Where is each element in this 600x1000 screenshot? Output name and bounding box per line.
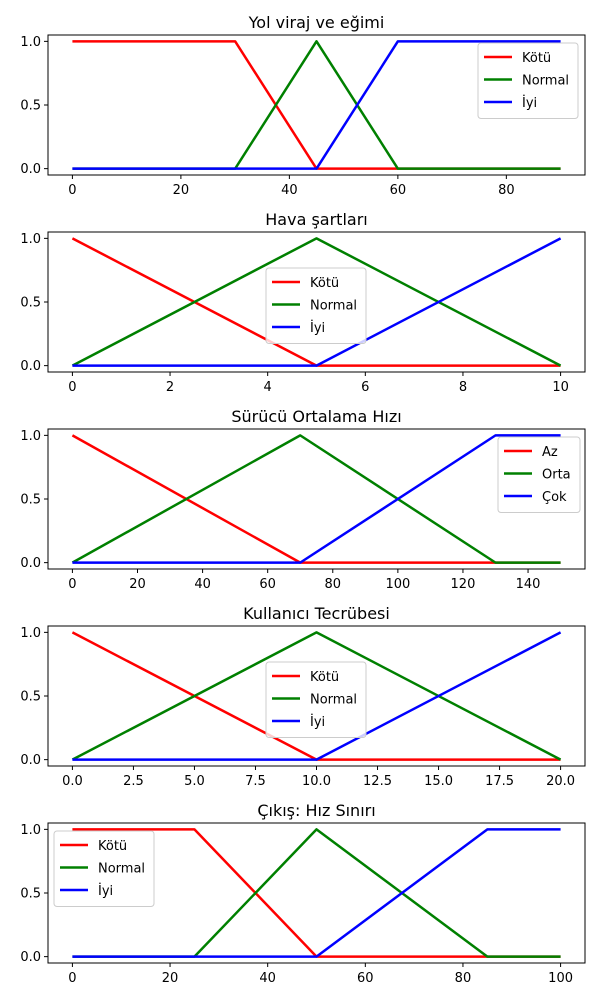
series-line-3 <box>72 40 561 170</box>
x-tick-label: 5.0 <box>184 774 205 789</box>
legend-label: Normal <box>522 74 569 89</box>
x-tick-label: 20.0 <box>546 774 575 789</box>
x-tick-label: 2.5 <box>123 774 144 789</box>
legend: Kötü Normal İyi <box>477 42 579 119</box>
y-tick-label: 1.0 <box>20 429 41 444</box>
legend: Kötü Normal İyi <box>265 661 367 738</box>
legend: Kötü Normal İyi <box>265 267 367 344</box>
legend-label: Normal <box>310 299 357 314</box>
legend-box <box>53 830 155 907</box>
y-tick-label: 0.5 <box>20 887 41 902</box>
chart-title: Çıkış: Hız Sınırı <box>257 801 375 820</box>
x-tick-label: 20 <box>129 577 146 592</box>
x-tick-label: 140 <box>516 577 541 592</box>
chart-title: Kullanıcı Tecrübesi <box>243 604 390 623</box>
y-tick-label: 0.5 <box>20 493 41 508</box>
x-tick-label: 17.5 <box>485 774 514 789</box>
legend-label: Kötü <box>98 839 127 854</box>
legend-label: Kötü <box>310 670 339 685</box>
x-tick-label: 80 <box>498 183 515 198</box>
legend-label: İyi <box>522 95 537 111</box>
chart-title: Sürücü Ortalama Hızı <box>231 407 401 426</box>
legend: Az Orta Çok <box>497 436 581 513</box>
x-tick-label: 6 <box>361 380 369 395</box>
y-tick-label: 1.0 <box>20 232 41 247</box>
x-tick-label: 0.0 <box>62 774 83 789</box>
x-tick-label: 0 <box>68 380 76 395</box>
chart-panel-4: Kullanıcı Tecrübesi 0.0 2.5 5.0 7.5 10.0 12.5 1… <box>20 604 586 789</box>
x-tick-label: 60 <box>357 971 374 986</box>
series-line-3 <box>72 237 562 367</box>
x-tick-label: 40 <box>281 183 298 198</box>
legend-label: Az <box>542 445 558 460</box>
x-tick-label: 2 <box>166 380 174 395</box>
legend-label: Kötü <box>522 51 551 66</box>
legend-box <box>497 436 581 513</box>
legend-label: İyi <box>98 883 113 899</box>
series-line-3 <box>72 828 561 958</box>
series-line-3 <box>72 434 561 564</box>
y-tick-label: 0.5 <box>20 99 41 114</box>
y-tick-label: 0.0 <box>20 359 41 374</box>
x-tick-label: 20 <box>173 183 190 198</box>
x-tick-label: 0 <box>68 183 76 198</box>
legend: Kötü Normal İyi <box>53 830 155 907</box>
x-tick-label: 8 <box>459 380 467 395</box>
x-tick-label: 100 <box>385 577 410 592</box>
x-tick-label: 10 <box>552 380 569 395</box>
x-tick-label: 0 <box>68 577 76 592</box>
legend-label: İyi <box>310 714 325 730</box>
y-tick-label: 0.5 <box>20 690 41 705</box>
y-tick-label: 0.0 <box>20 753 41 768</box>
x-tick-label: 10.0 <box>302 774 331 789</box>
x-tick-label: 4 <box>264 380 272 395</box>
x-tick-label: 0 <box>68 971 76 986</box>
chart-title: Hava şartları <box>265 210 367 229</box>
chart-title: Yol viraj ve eğimi <box>248 13 385 32</box>
legend-box <box>265 267 367 344</box>
legend-label: Normal <box>98 862 145 877</box>
legend-label: Kötü <box>310 276 339 291</box>
legend-label: Normal <box>310 693 357 708</box>
legend-box <box>265 661 367 738</box>
legend-box <box>477 42 579 119</box>
series-line-2 <box>71 631 562 761</box>
y-tick-label: 0.5 <box>20 296 41 311</box>
x-tick-label: 80 <box>324 577 341 592</box>
y-tick-label: 1.0 <box>20 823 41 838</box>
legend-label: İyi <box>310 320 325 336</box>
series-line-3 <box>72 631 562 761</box>
x-tick-label: 60 <box>390 183 407 198</box>
series-line-1 <box>71 434 561 564</box>
x-tick-label: 40 <box>194 577 211 592</box>
series-line-2 <box>71 237 562 367</box>
chart-panel-2: Hava şartları 0 2 4 6 8 10 0.0 0.5 1.0 Kötü Normal İ… <box>20 210 586 395</box>
y-tick-label: 0.0 <box>20 162 41 177</box>
chart-panel-1: Yol viraj ve eğimi 0 20 40 60 80 0.0 0.5 1.0 Kötü… <box>20 13 586 198</box>
y-tick-label: 1.0 <box>20 626 41 641</box>
x-tick-label: 15.0 <box>424 774 453 789</box>
y-tick-label: 0.0 <box>20 950 41 965</box>
chart-panel-3: Sürücü Ortalama Hızı 0 20 40 60 80 100 120 140 0.… <box>20 407 586 592</box>
x-tick-label: 120 <box>451 577 476 592</box>
y-tick-label: 1.0 <box>20 35 41 50</box>
x-tick-label: 80 <box>455 971 472 986</box>
x-tick-label: 40 <box>259 971 276 986</box>
y-tick-label: 0.0 <box>20 556 41 571</box>
chart-panel-5: Çıkış: Hız Sınırı 0 20 40 60 80 100 0.0 0.5 1.0 Kö… <box>20 801 586 986</box>
x-tick-label: 12.5 <box>363 774 392 789</box>
legend-label: Orta <box>542 468 571 483</box>
legend-label: Çok <box>542 490 567 505</box>
x-tick-label: 100 <box>548 971 573 986</box>
x-tick-label: 20 <box>162 971 179 986</box>
series-line-2 <box>71 434 561 564</box>
x-tick-label: 60 <box>259 577 276 592</box>
x-tick-label: 7.5 <box>245 774 266 789</box>
